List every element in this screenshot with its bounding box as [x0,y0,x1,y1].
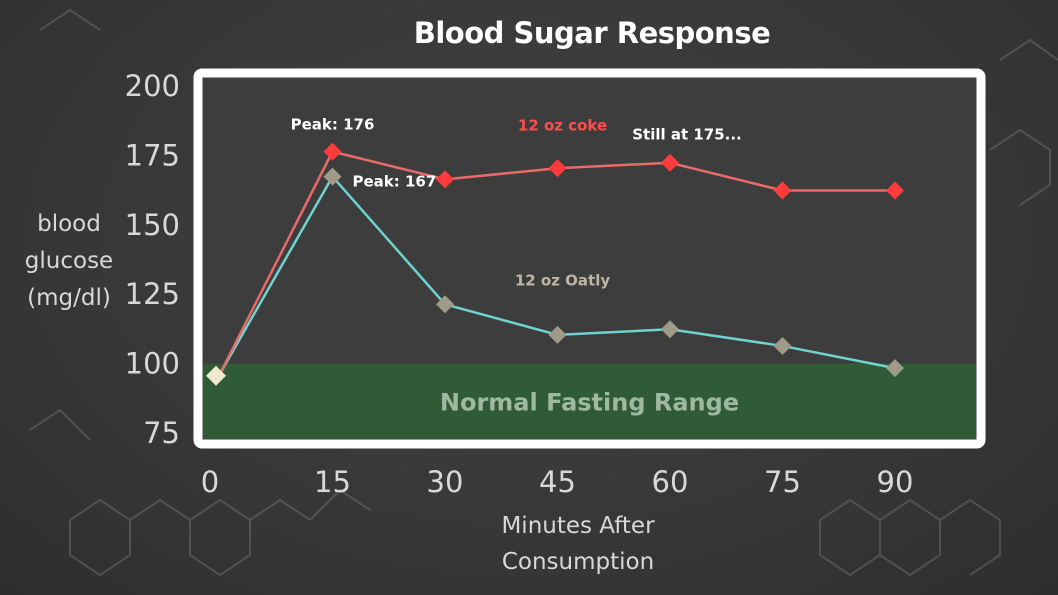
data-point-oatly [886,359,904,378]
y-tick-label: 125 [125,277,180,311]
data-point-coke [436,170,454,189]
x-tick-label: 60 [652,465,689,499]
y-tick-label: 150 [125,208,180,242]
data-point-coke [886,181,904,200]
y-tick-label: 175 [125,138,180,172]
data-point-oatly [436,295,454,314]
x-tick-label: 75 [764,465,801,499]
y-axis-label-line: blood [37,211,101,237]
y-axis-label-line: glucose [24,248,114,274]
annotation-label: 12 oz Oatly [515,271,611,289]
data-point-coke [773,181,792,200]
x-axis-label: Minutes After Consumption [470,508,686,580]
y-axis-label-line: (mg/dl) [27,285,111,311]
data-point-oatly [661,320,679,339]
x-axis-label-line: Minutes After [501,513,655,539]
data-point-coke [323,142,342,161]
x-tick-label: 90 [877,465,914,499]
data-point-oatly [773,336,792,355]
data-point-start [206,365,226,386]
x-tick-label: 45 [539,465,576,499]
annotation-label: Still at 175... [632,125,742,143]
y-axis-label: blood glucose (mg/dl) [14,206,124,317]
annotation-label: Peak: 167 [353,173,437,191]
normal-range-label: Normal Fasting Range [440,388,739,416]
data-point-oatly [548,325,567,344]
x-tick-label: 0 [201,465,219,499]
y-tick-label: 200 [125,69,180,103]
data-point-coke [548,159,567,178]
normal-range-band [203,363,976,439]
data-point-oatly [323,167,342,186]
data-point-coke [661,153,679,172]
chart-title: Blood Sugar Response [413,16,771,50]
annotation-label: Peak: 176 [291,116,375,134]
x-tick-label: 30 [427,465,464,499]
annotation-label: 12 oz coke [518,116,607,134]
x-tick-label: 15 [314,465,351,499]
x-axis-label-line: Consumption [501,549,655,575]
y-tick-label: 75 [143,416,180,450]
y-tick-label: 100 [125,347,180,381]
